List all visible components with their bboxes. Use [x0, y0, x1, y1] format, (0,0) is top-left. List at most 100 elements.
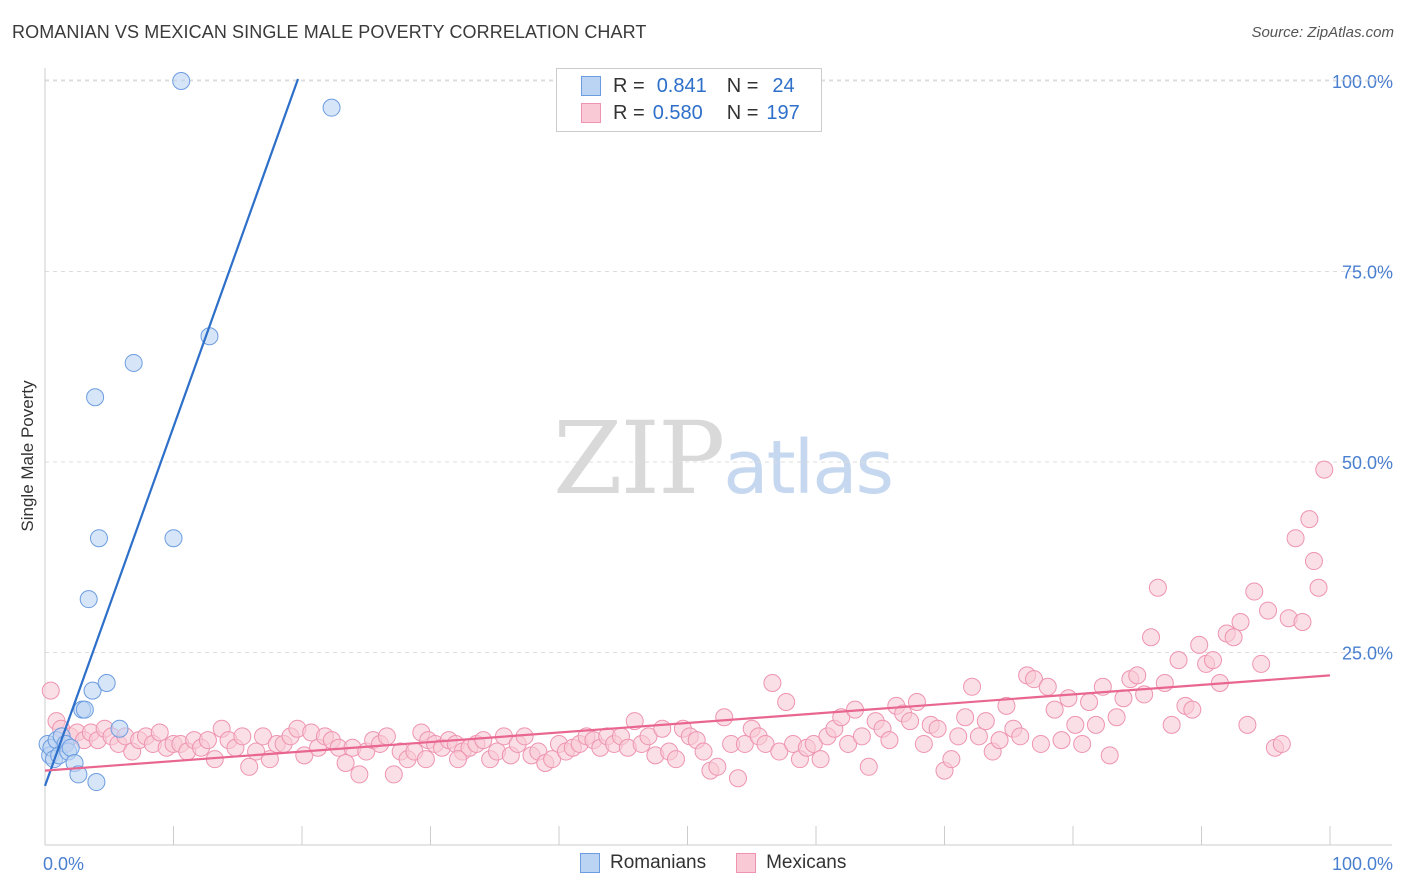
mexicans-point-152 [1066, 715, 1085, 734]
romanians-point-11 [69, 765, 88, 784]
mexicans-r-value: 0.580 [652, 101, 703, 124]
mexicans-point-155 [1086, 715, 1105, 734]
mexicans-point-108 [763, 673, 782, 692]
legend-row-mexicans: R = 0.580 N = 197 [581, 100, 800, 126]
mexicans-point-44 [336, 753, 355, 772]
correlation-legend: R = 0.841 N = 24 R = 0.580 N = 197 [556, 68, 822, 132]
romanians-point-19 [110, 719, 129, 738]
mexicans-point-158 [1107, 708, 1126, 727]
mexicans-point-132 [928, 719, 947, 738]
romanians-n-value: 24 [772, 74, 795, 97]
mexicans-point-125 [880, 731, 899, 750]
mexicans-point-164 [1148, 578, 1167, 597]
romanians-trend-line [43, 78, 300, 787]
mexicans-point-166 [1162, 715, 1181, 734]
mexicans-point-29 [233, 727, 252, 746]
legend-item-romanians[interactable]: Romanians [580, 852, 706, 874]
legend-item-mexicans[interactable]: Mexicans [736, 852, 846, 874]
mexicans-r-label: R = [613, 101, 645, 124]
mexicans-point-172 [1203, 651, 1222, 670]
mexicans-point-96 [694, 742, 713, 761]
mexicans-point-30 [240, 757, 259, 776]
mexicans-point-175 [1224, 628, 1243, 647]
romanians-point-9 [61, 738, 80, 757]
mexicans-point-137 [963, 677, 982, 696]
mexicans-point-187 [1304, 552, 1323, 571]
mexicans-point-150 [1052, 731, 1071, 750]
mexicans-point-121 [852, 727, 871, 746]
mexicans-point-186 [1300, 510, 1319, 529]
mexicans-point-176 [1231, 613, 1250, 632]
mexicans-point-169 [1183, 700, 1202, 719]
mexicans-point-128 [901, 712, 920, 731]
mexicans-point-148 [1038, 677, 1057, 696]
mexicans-point-139 [976, 712, 995, 731]
mexicans-point-51 [384, 765, 403, 784]
mexicans-point-88 [639, 727, 658, 746]
mexicans-point-144 [1011, 727, 1030, 746]
mexicans-point-149 [1045, 700, 1064, 719]
mexicans-legend-label: Mexicans [766, 852, 847, 873]
mexicans-point-106 [416, 750, 435, 769]
mexicans-point-99 [715, 708, 734, 727]
mexicans-point-167 [1169, 651, 1188, 670]
mexicans-point-184 [1286, 529, 1305, 548]
romanians-point-16 [86, 388, 105, 407]
mexicans-point-102 [735, 734, 754, 753]
mexicans-point-122 [859, 757, 878, 776]
mexicans-point-159 [1114, 689, 1133, 708]
mexicans-trend-line [44, 674, 1331, 772]
mexicans-point-107 [449, 750, 468, 769]
mexicans-point-134 [942, 750, 961, 769]
mexicans-point-0 [41, 681, 60, 700]
mexicans-point-105 [756, 734, 775, 753]
mexicans-swatch [581, 103, 601, 123]
romanians-r-label: R = [613, 74, 645, 97]
mexicans-point-151 [1059, 689, 1078, 708]
romanians-point-15 [83, 681, 102, 700]
mexicans-point-119 [839, 734, 858, 753]
romanians-point-17 [89, 529, 108, 548]
mexicans-point-147 [1031, 734, 1050, 753]
series-legend: Romanians Mexicans [580, 852, 876, 874]
mexicans-point-135 [949, 727, 968, 746]
mexicans-point-90 [653, 719, 672, 738]
mexicans-point-146 [1024, 670, 1043, 689]
romanians-point-25 [87, 773, 106, 792]
mexicans-point-138 [969, 727, 988, 746]
mexicans-point-118 [832, 708, 851, 727]
romanians-point-24 [322, 98, 341, 117]
romanians-point-18 [97, 673, 116, 692]
mexicans-point-157 [1100, 746, 1119, 765]
romanians-point-22 [172, 72, 191, 90]
mexicans-point-188 [1309, 578, 1328, 597]
mexicans-point-46 [350, 765, 369, 784]
y-tick-label-50: 50.0% [1342, 453, 1393, 473]
mexicans-point-32 [253, 727, 272, 746]
romanians-r-value: 0.841 [656, 74, 707, 97]
mexicans-point-154 [1080, 693, 1099, 712]
romanians-legend-label: Romanians [610, 852, 707, 873]
y-tick-label-100: 100.0% [1332, 72, 1393, 92]
mexicans-point-189 [1315, 460, 1334, 479]
mexicans-point-153 [1073, 734, 1092, 753]
mexicans-point-86 [625, 712, 644, 731]
mexicans-point-163 [1142, 628, 1161, 647]
romanians-swatch [581, 76, 601, 96]
mexicans-point-115 [811, 750, 830, 769]
mexicans-point-142 [997, 696, 1016, 715]
romanians-point-20 [124, 353, 143, 372]
chart-title: ROMANIAN VS MEXICAN SINGLE MALE POVERTY … [12, 22, 647, 42]
mexicans-point-178 [1245, 582, 1264, 601]
romanians-legend-swatch [580, 853, 600, 873]
mexicans-point-177 [1238, 715, 1257, 734]
mexicans-point-24 [198, 731, 217, 750]
romanians-n-label: N = [726, 74, 759, 97]
mexicans-point-136 [956, 708, 975, 727]
mexicans-point-179 [1252, 654, 1271, 673]
mexicans-point-110 [777, 693, 796, 712]
mexicans-point-50 [377, 727, 396, 746]
x-tick-label-100: 100.0% [1332, 854, 1393, 874]
mexicans-n-value: 197 [766, 101, 800, 124]
